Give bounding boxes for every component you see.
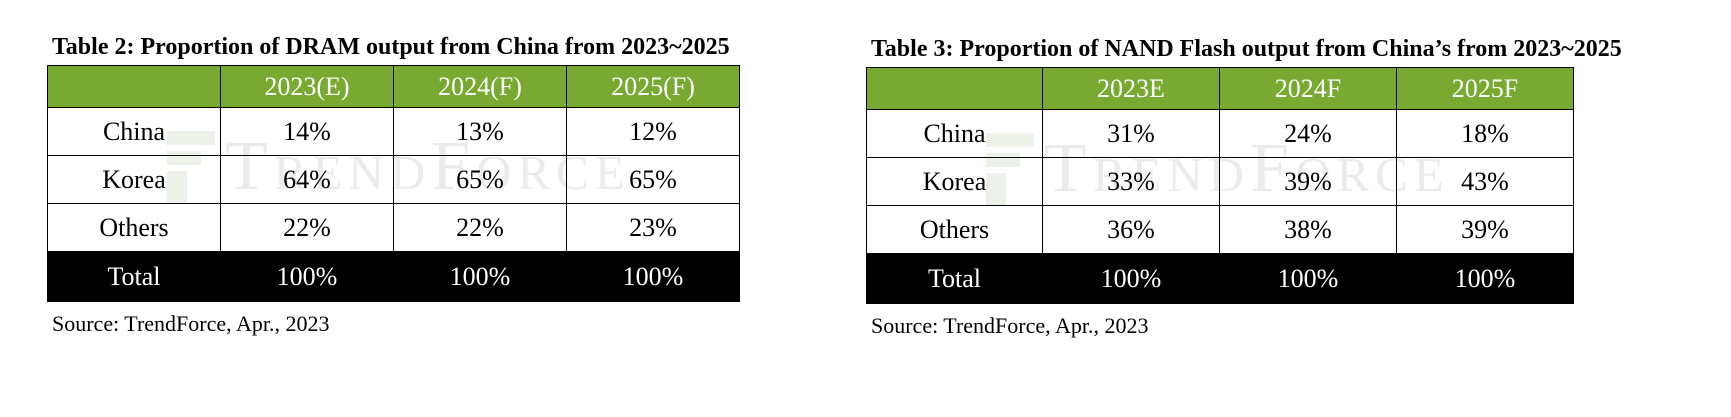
header-cell: 2023(E) <box>220 65 394 108</box>
table-wrapper: 2023(E) 2024(F) 2025(F) China 14% 13% 12… <box>47 65 740 302</box>
source-note: Source: TrendForce, Apr., 2023 <box>52 311 330 336</box>
row-label: China <box>47 107 221 156</box>
nand-table-panel: Table 3: Proportion of NAND Flash output… <box>866 32 1622 339</box>
table-caption: Table 2: Proportion of DRAM output from … <box>52 34 730 60</box>
header-cell: 2023E <box>1042 67 1220 110</box>
table-caption: Table 3: Proportion of NAND Flash output… <box>871 36 1622 62</box>
table-cell: 13% <box>393 107 567 156</box>
table-cell: 33% <box>1042 157 1220 206</box>
table-cell: 65% <box>393 155 567 204</box>
table-cell: 36% <box>1042 205 1220 254</box>
header-cell: 2024F <box>1219 67 1397 110</box>
row-label: Total <box>47 251 221 302</box>
table-header-row: 2023(E) 2024(F) 2025(F) <box>47 65 740 108</box>
dram-output-table: 2023(E) 2024(F) 2025(F) China 14% 13% 12… <box>47 65 740 302</box>
row-label: China <box>866 109 1043 158</box>
total-row: Total 100% 100% 100% <box>866 253 1574 304</box>
header-cell <box>47 65 221 108</box>
header-cell: 2025F <box>1396 67 1574 110</box>
table-cell: 24% <box>1219 109 1397 158</box>
table-cell: 31% <box>1042 109 1220 158</box>
table-cell: 23% <box>566 203 740 252</box>
table-cell: 18% <box>1396 109 1574 158</box>
header-cell: 2024(F) <box>393 65 567 108</box>
table-wrapper: 2023E 2024F 2025F China 31% 24% 18% Kore… <box>866 67 1622 304</box>
header-cell <box>866 67 1043 110</box>
table-cell: 12% <box>566 107 740 156</box>
table-cell: 22% <box>220 203 394 252</box>
table-cell: 38% <box>1219 205 1397 254</box>
total-cell: 100% <box>1042 253 1220 304</box>
dram-table-panel: Table 2: Proportion of DRAM output from … <box>47 30 740 337</box>
total-cell: 100% <box>566 251 740 302</box>
nand-output-table: 2023E 2024F 2025F China 31% 24% 18% Kore… <box>866 67 1574 304</box>
row-label: Korea <box>866 157 1043 206</box>
row-label: Others <box>47 203 221 252</box>
table-cell: 22% <box>393 203 567 252</box>
table-row: China 31% 24% 18% <box>866 109 1574 158</box>
table-cell: 64% <box>220 155 394 204</box>
total-cell: 100% <box>220 251 394 302</box>
table-cell: 43% <box>1396 157 1574 206</box>
header-cell: 2025(F) <box>566 65 740 108</box>
table-row: Others 36% 38% 39% <box>866 205 1574 254</box>
table-cell: 39% <box>1219 157 1397 206</box>
table-cell: 39% <box>1396 205 1574 254</box>
row-label: Korea <box>47 155 221 204</box>
table-row: Others 22% 22% 23% <box>47 203 740 252</box>
row-label: Total <box>866 253 1043 304</box>
table-row: Korea 64% 65% 65% <box>47 155 740 204</box>
source-note: Source: TrendForce, Apr., 2023 <box>871 313 1149 338</box>
table-row: China 14% 13% 12% <box>47 107 740 156</box>
total-cell: 100% <box>1396 253 1574 304</box>
total-row: Total 100% 100% 100% <box>47 251 740 302</box>
table-cell: 14% <box>220 107 394 156</box>
table-header-row: 2023E 2024F 2025F <box>866 67 1574 110</box>
table-cell: 65% <box>566 155 740 204</box>
total-cell: 100% <box>1219 253 1397 304</box>
table-row: Korea 33% 39% 43% <box>866 157 1574 206</box>
row-label: Others <box>866 205 1043 254</box>
total-cell: 100% <box>393 251 567 302</box>
